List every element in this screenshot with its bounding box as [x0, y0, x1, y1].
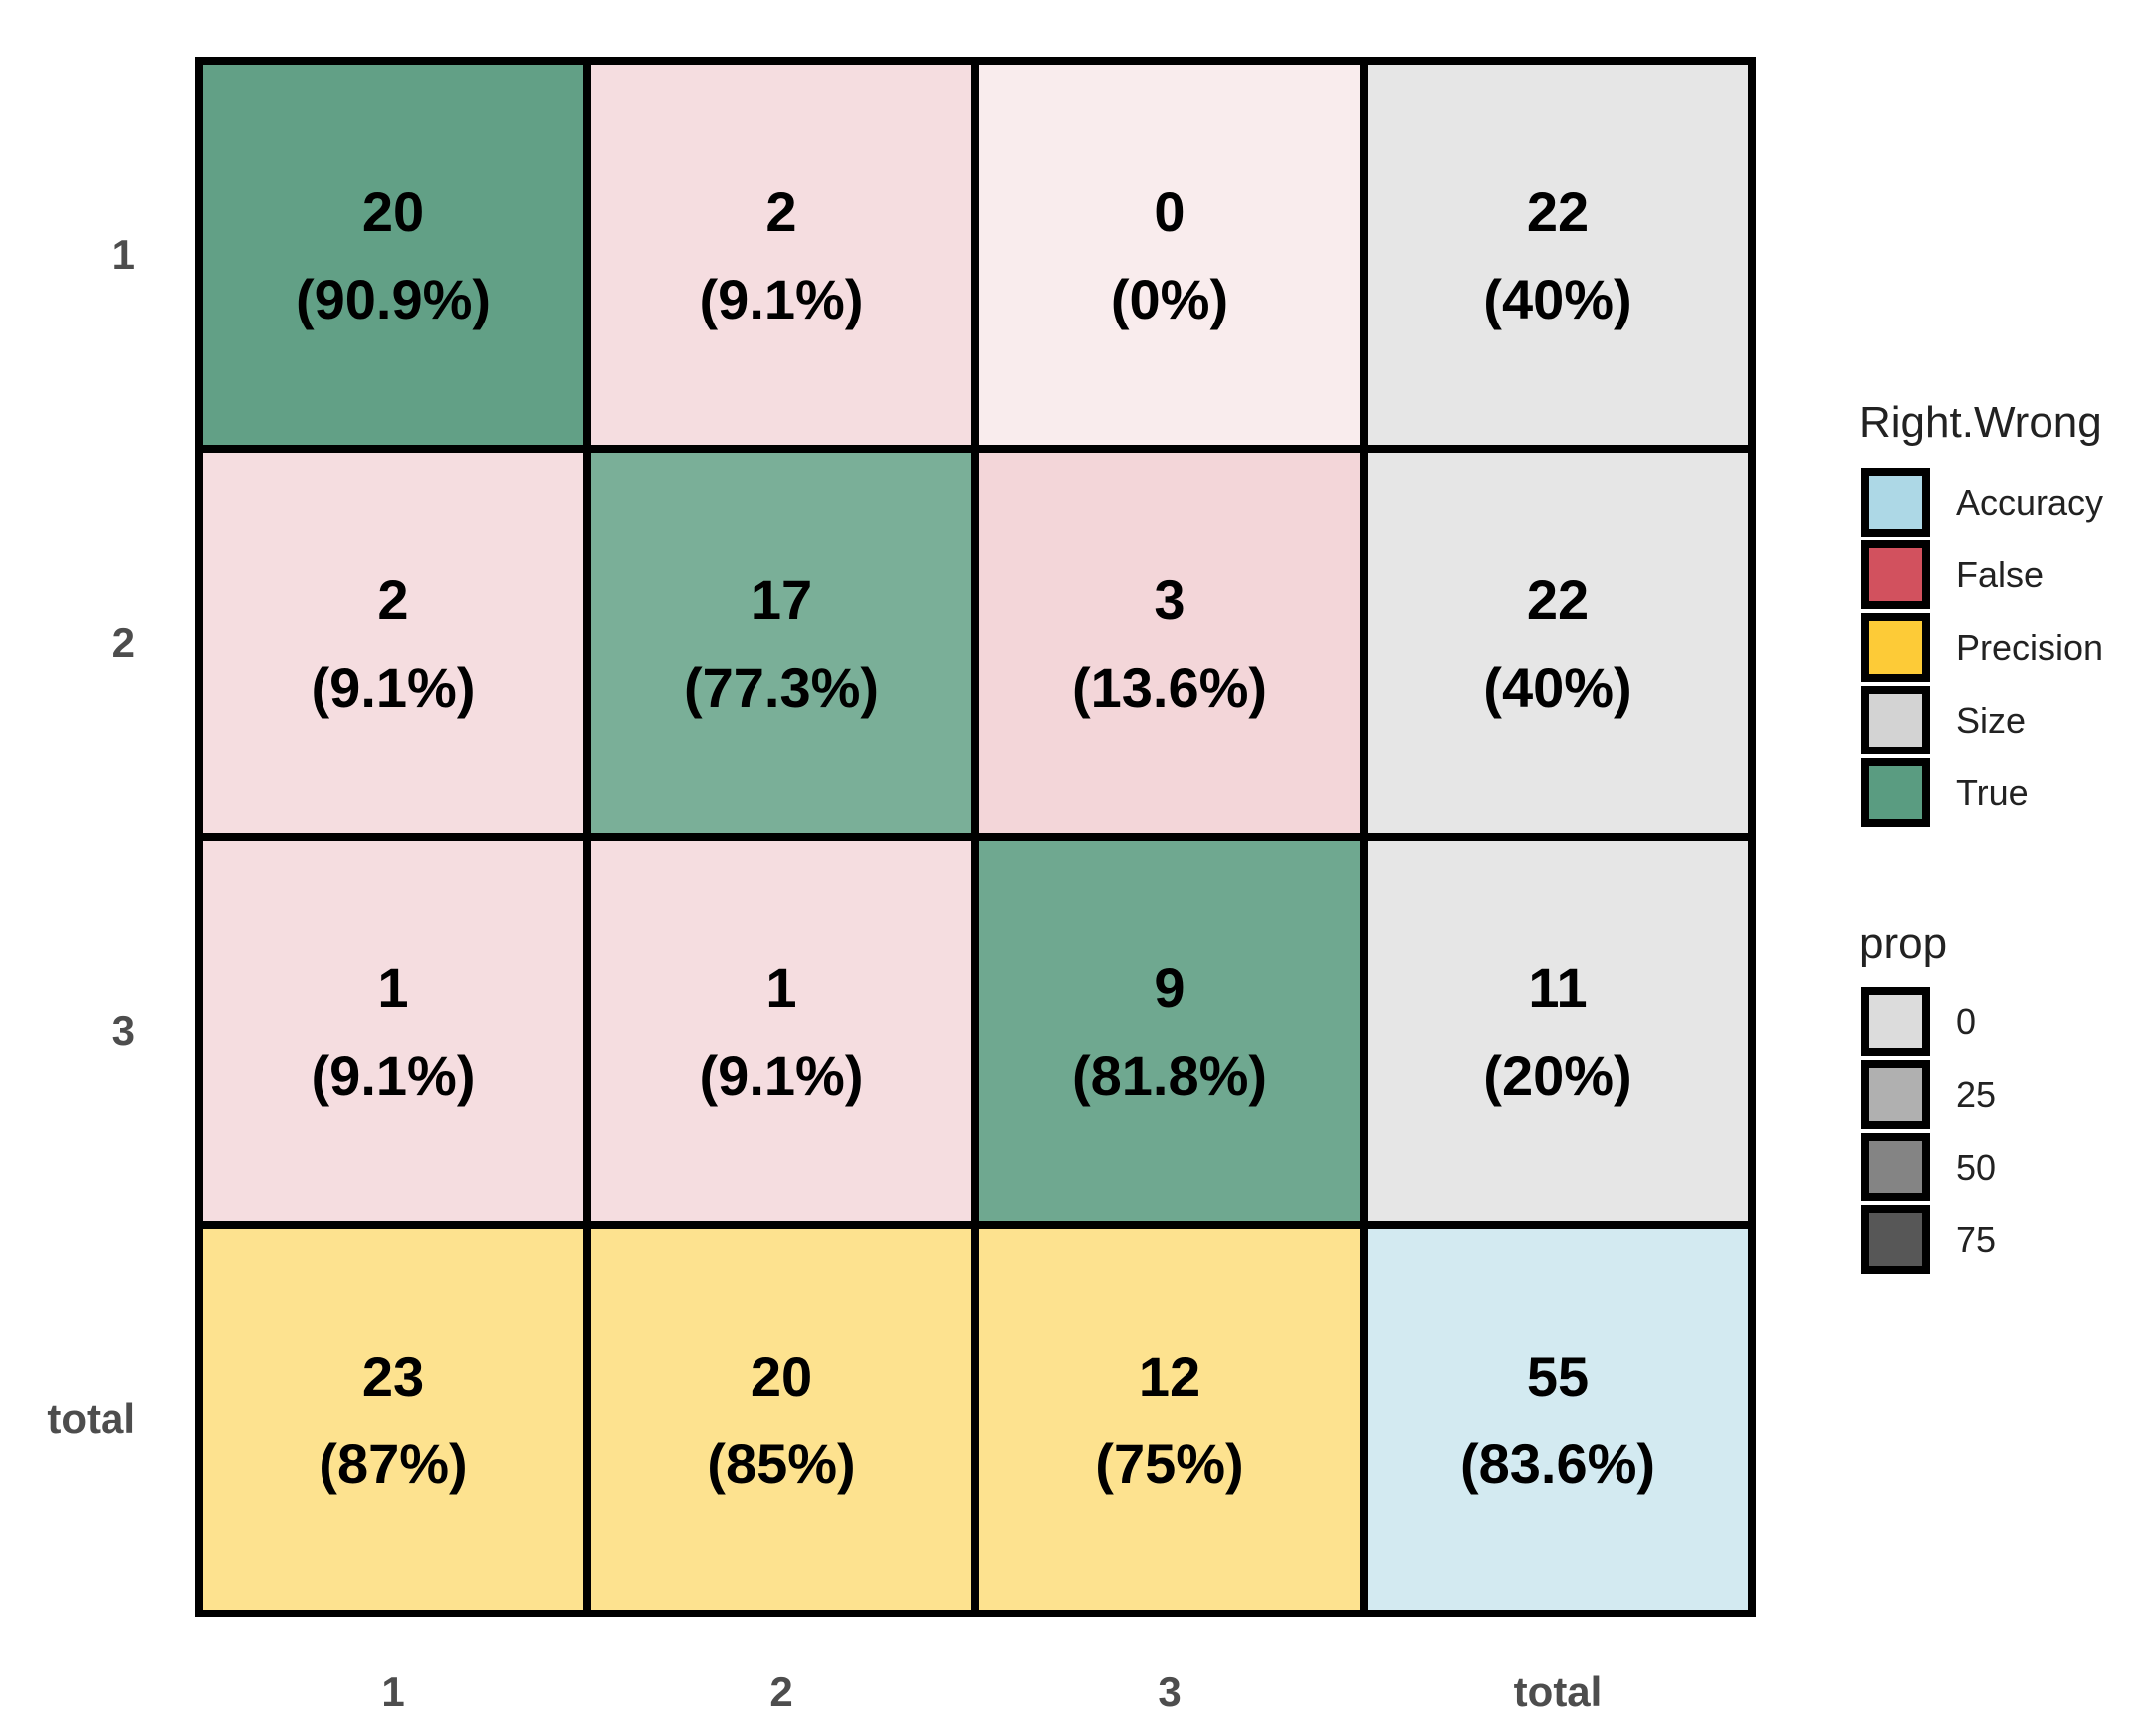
legend-swatch	[1861, 987, 1930, 1056]
cell-count-label: 11	[1528, 957, 1587, 1019]
cell-percent-label: (9.1%)	[700, 1044, 864, 1107]
column-tick-label: 3	[1158, 1668, 1181, 1715]
legend-swatch	[1861, 540, 1930, 609]
row-tick-label: 3	[112, 1007, 135, 1054]
legend-right-wrong-title: Right.Wrong	[1859, 398, 2102, 447]
matrix-cell	[971, 833, 1368, 1229]
cell-count-label: 22	[1527, 180, 1589, 243]
cell-count-label: 12	[1139, 1345, 1200, 1407]
cell-percent-label: (81.8%)	[1072, 1044, 1267, 1107]
column-tick-label: 2	[769, 1668, 792, 1715]
legend-swatch	[1861, 686, 1930, 754]
legend-right-wrong: Right.Wrong Accuracy False Precision Size Tr…	[1859, 398, 2103, 827]
legend-swatch	[1861, 758, 1930, 827]
cell-count-label: 3	[1154, 568, 1185, 631]
legend-item-label: 0	[1956, 1001, 1976, 1042]
cell-count-label: 17	[751, 568, 812, 631]
legend-item-label: Size	[1956, 700, 2026, 741]
cell-percent-label: (9.1%)	[700, 268, 864, 330]
legend-item-label: Precision	[1956, 627, 2103, 668]
legend-item-label: True	[1956, 772, 2029, 813]
cell-percent-label: (90.9%)	[296, 268, 491, 330]
cell-percent-label: (40%)	[1483, 656, 1631, 719]
cell-count-label: 0	[1154, 180, 1185, 243]
column-tick-label: 1	[381, 1668, 404, 1715]
cell-count-label: 23	[362, 1345, 424, 1407]
matrix-cell	[583, 1221, 979, 1617]
matrix-cell	[971, 1221, 1368, 1617]
row-tick-label: 1	[112, 231, 135, 278]
matrix-cell	[971, 445, 1368, 841]
legend-item-label: Accuracy	[1956, 482, 2103, 523]
cell-percent-label: (13.6%)	[1072, 656, 1267, 719]
cell-count-label: 2	[377, 568, 408, 631]
matrix-cell	[1360, 445, 1756, 841]
matrix-cell	[1360, 57, 1756, 453]
cell-percent-label: (0%)	[1111, 268, 1228, 330]
cell-count-label: 1	[765, 957, 796, 1019]
matrix-cell	[1360, 833, 1756, 1229]
legend-item-label: 50	[1956, 1147, 1996, 1187]
cell-percent-label: (85%)	[707, 1432, 855, 1495]
cell-percent-label: (40%)	[1483, 268, 1631, 330]
legend-prop: prop 0 25 50 75	[1859, 919, 1996, 1274]
legend-swatch	[1861, 613, 1930, 682]
row-tick-label: total	[47, 1396, 135, 1442]
cell-percent-label: (9.1%)	[312, 1044, 476, 1107]
cell-count-label: 9	[1154, 957, 1185, 1019]
cell-percent-label: (20%)	[1483, 1044, 1631, 1107]
matrix-cell	[971, 57, 1368, 453]
legend-swatch	[1861, 468, 1930, 537]
legend-item-label: 25	[1956, 1074, 1996, 1115]
cell-percent-label: (83.6%)	[1460, 1432, 1655, 1495]
cell-count-label: 55	[1527, 1345, 1589, 1407]
matrix-cell	[1360, 1221, 1756, 1617]
cell-count-label: 20	[751, 1345, 812, 1407]
cell-count-label: 1	[377, 957, 408, 1019]
column-axis-labels: 1 2 3 total	[381, 1668, 1602, 1715]
column-tick-label: total	[1514, 1668, 1603, 1715]
cell-count-label: 22	[1527, 568, 1589, 631]
matrix-cell	[583, 445, 979, 841]
cell-percent-label: (87%)	[319, 1432, 467, 1495]
matrix-cell	[195, 833, 591, 1229]
legend-swatch	[1861, 1205, 1930, 1274]
cell-percent-label: (75%)	[1095, 1432, 1243, 1495]
legend-swatch	[1861, 1060, 1930, 1129]
row-tick-label: 2	[112, 619, 135, 666]
matrix-cells: 20 (90.9%) 2 (9.1%) 0 (0%) 22 (40%) 2 (9.1%) 17 (77…	[195, 57, 1756, 1617]
cell-percent-label: (77.3%)	[684, 656, 879, 719]
cell-count-label: 20	[362, 180, 424, 243]
matrix-cell	[583, 833, 979, 1229]
cell-percent-label: (9.1%)	[312, 656, 476, 719]
row-axis-labels: 1 2 3 total	[47, 231, 135, 1442]
matrix-cell	[195, 1221, 591, 1617]
cell-count-label: 2	[765, 180, 796, 243]
legend-item-label: 75	[1956, 1219, 1996, 1260]
matrix-cell	[583, 57, 979, 453]
matrix-cell	[195, 57, 591, 453]
legend-item-label: False	[1956, 554, 2044, 595]
legend-prop-title: prop	[1859, 919, 1947, 968]
matrix-cell	[195, 445, 591, 841]
legend-swatch	[1861, 1133, 1930, 1201]
